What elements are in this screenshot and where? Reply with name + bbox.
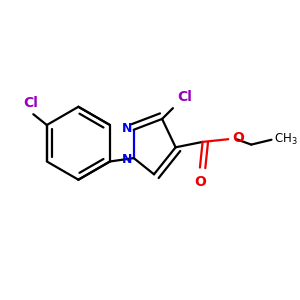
- Text: CH$_3$: CH$_3$: [274, 132, 297, 147]
- Text: N: N: [122, 122, 132, 135]
- Text: O: O: [194, 175, 206, 189]
- Text: O: O: [232, 131, 244, 145]
- Text: Cl: Cl: [177, 90, 192, 104]
- Text: Cl: Cl: [23, 96, 38, 110]
- Text: N: N: [122, 153, 132, 166]
